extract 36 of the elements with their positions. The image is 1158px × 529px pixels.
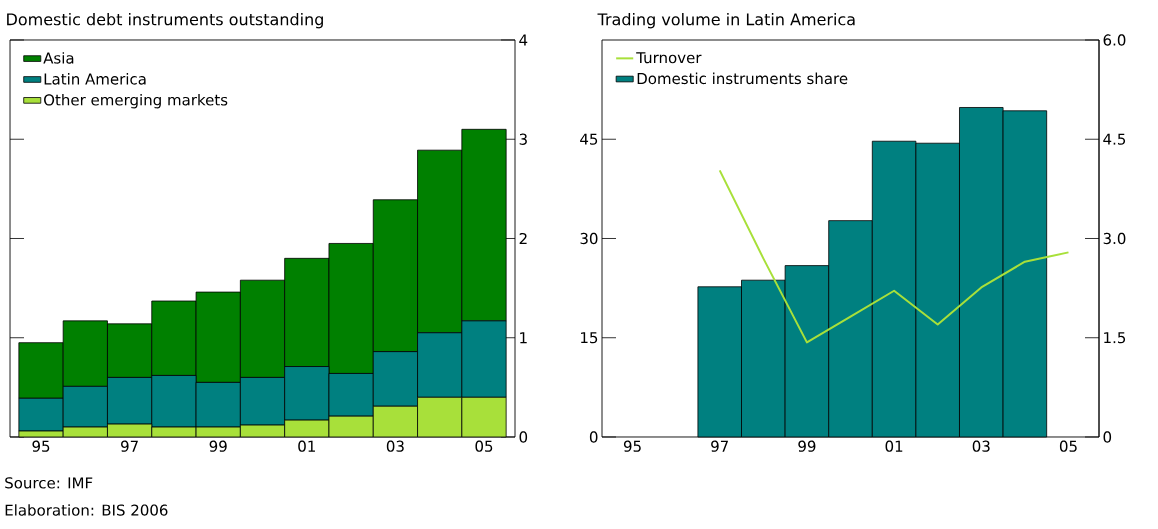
legend-label: Turnover [636,52,702,64]
x-tick-label: 99 [798,440,816,452]
y-tick-label: 0 [589,431,598,443]
x-tick-label: 03 [972,440,990,452]
y2-tick-label: 1.5 [1104,332,1126,344]
legend-label: Asia [43,52,74,64]
y-tick-label: 0 [519,431,528,443]
x-tick-label: 05 [1059,440,1077,452]
y-tick-label: 2 [519,232,527,245]
x-tick-label: 95 [623,440,641,452]
x-tick-label: 97 [711,440,728,452]
chart-title: Trading volume in Latin America [597,12,855,29]
legend-label: Latin America [44,73,146,85]
x-tick-label: 03 [386,440,404,452]
x-tick-label: 01 [298,440,315,452]
source-note: Source: IMF [5,477,93,489]
y-tick-label: 45 [580,133,598,145]
y2-tick-label: 6.0 [1103,34,1126,46]
y-tick-label: 15 [581,332,598,344]
x-tick-label: 01 [885,440,903,452]
x-tick-label: 97 [121,440,138,452]
legend-label: Domestic instruments share [637,72,848,85]
line-series [718,169,1070,344]
y2-tick-label: 4.5 [1103,133,1126,145]
x-tick-label: 95 [32,440,50,452]
legend-label: Other emerging markets [44,93,228,109]
y-tick-label: 3 [519,133,527,145]
y2-tick-label: 3.0 [1103,232,1126,245]
text: Elaboration: BIS 2006 [5,504,168,516]
y-tick-label: 4 [519,34,528,46]
chart-title: Domestic debt instruments outstanding [7,12,323,29]
y2-tick-label: 0 [1103,431,1112,443]
x-tick-label: 99 [209,440,227,452]
x-tick-label: 05 [475,440,493,452]
y-tick-label: 30 [580,232,598,245]
y-tick-label: 1 [520,332,527,344]
